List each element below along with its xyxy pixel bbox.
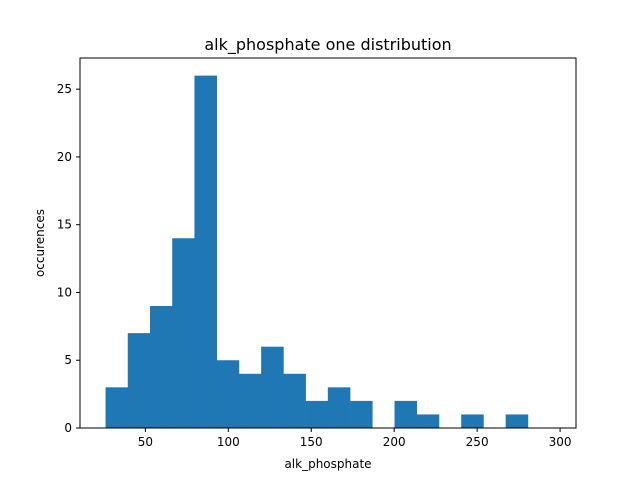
histogram-bar — [505, 414, 529, 428]
x-tick-label: 150 — [300, 435, 323, 449]
x-axis-ticks: 50 100 150 200 250 300 — [138, 428, 572, 449]
histogram-bar — [194, 75, 217, 428]
y-tick-label: 25 — [57, 82, 72, 96]
histogram-bar — [150, 306, 173, 428]
y-tick-label: 0 — [64, 421, 72, 435]
x-axis-label: alk_phosphate — [284, 457, 371, 471]
histogram-bar — [461, 414, 484, 428]
y-tick-label: 10 — [57, 285, 72, 299]
x-tick-label: 300 — [549, 435, 572, 449]
histogram-bar — [394, 400, 418, 428]
y-tick-label: 20 — [57, 150, 72, 164]
x-tick-label: 200 — [383, 435, 406, 449]
chart-title: alk_phosphate one distribution — [204, 35, 451, 55]
histogram-bar — [350, 400, 373, 428]
histogram-bar — [105, 387, 129, 428]
histogram-bar — [416, 414, 440, 428]
histogram-bar — [172, 238, 195, 428]
y-tick-label: 5 — [64, 353, 72, 367]
y-axis-label: occurences — [33, 209, 47, 277]
histogram-bar — [283, 373, 306, 428]
histogram-bar — [327, 387, 351, 428]
histogram-bar — [305, 400, 329, 428]
bars-group — [105, 75, 529, 428]
histogram-bar — [127, 333, 151, 428]
x-tick-label: 100 — [217, 435, 240, 449]
histogram-bar — [261, 346, 284, 428]
histogram-bar — [216, 360, 240, 428]
y-tick-label: 15 — [57, 218, 72, 232]
x-tick-label: 50 — [138, 435, 153, 449]
y-axis-ticks: 0 5 10 15 20 25 — [57, 82, 80, 435]
histogram-bar — [238, 373, 262, 428]
plot-frame — [79, 57, 577, 429]
x-tick-label: 250 — [466, 435, 489, 449]
